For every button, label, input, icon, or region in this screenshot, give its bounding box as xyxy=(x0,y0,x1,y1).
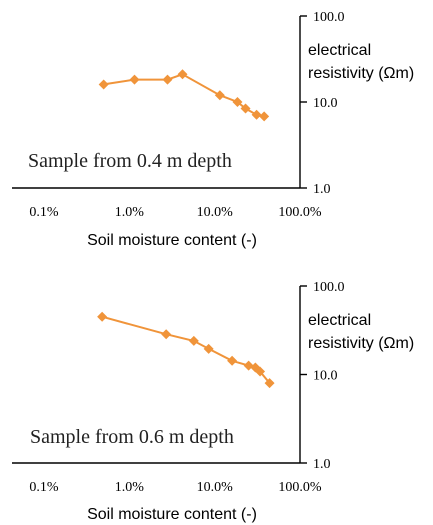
x-axis-title: Soil moisture content (-) xyxy=(87,232,257,249)
y-axis-title-line-1: electrical xyxy=(308,42,371,59)
data-point xyxy=(264,378,275,389)
x-tick-label: 1.0% xyxy=(115,205,145,220)
chart-annotation: Sample from 0.4 m depth xyxy=(28,150,232,172)
y-tick-label: 1.0 xyxy=(313,182,331,197)
data-point xyxy=(188,335,199,346)
data-point xyxy=(203,343,214,354)
y-axis-title-line-1: electrical xyxy=(308,312,371,329)
series-line xyxy=(101,315,271,384)
data-point xyxy=(259,111,270,122)
data-point xyxy=(177,69,188,80)
data-point xyxy=(251,109,262,120)
x-tick-label: 0.1% xyxy=(29,480,59,495)
data-point xyxy=(161,329,172,340)
data-point xyxy=(255,366,266,377)
y-tick-label: 100.0 xyxy=(313,10,345,25)
x-tick-label: 10.0% xyxy=(197,205,234,220)
chart-panel-0-6m: 0.1% 1.0% 10.0% 100.0% 1.0 10.0 100.0 electri… xyxy=(12,280,414,523)
x-tick-label: 100.0% xyxy=(278,205,322,220)
x-tick-label: 1.0% xyxy=(115,480,145,495)
x-tick-label: 0.1% xyxy=(29,205,59,220)
data-point xyxy=(97,311,108,322)
data-point xyxy=(162,74,173,85)
chart-panel-0-4m: 0.1% 1.0% 10.0% 100.0% 1.0 10.0 100.0 electri… xyxy=(12,10,414,249)
data-point xyxy=(227,355,238,366)
data-point xyxy=(214,90,225,101)
chart-annotation: Sample from 0.6 m depth xyxy=(30,426,234,448)
data-point xyxy=(240,103,251,114)
y-tick-label: 1.0 xyxy=(313,457,331,472)
data-point xyxy=(98,79,109,90)
x-tick-label: 10.0% xyxy=(197,480,234,495)
data-point xyxy=(129,74,140,85)
x-axis-title: Soil moisture content (-) xyxy=(87,506,257,523)
data-point xyxy=(232,97,243,107)
y-tick-label: 100.0 xyxy=(313,280,345,295)
y-tick-label: 10.0 xyxy=(313,96,338,111)
y-axis-title-line-2: resistivity (Ωm) xyxy=(308,335,414,352)
x-tick-label: 100.0% xyxy=(278,480,322,495)
series-line xyxy=(103,73,265,118)
y-axis-title-line-2: resistivity (Ωm) xyxy=(308,65,414,82)
y-tick-label: 10.0 xyxy=(313,369,338,384)
